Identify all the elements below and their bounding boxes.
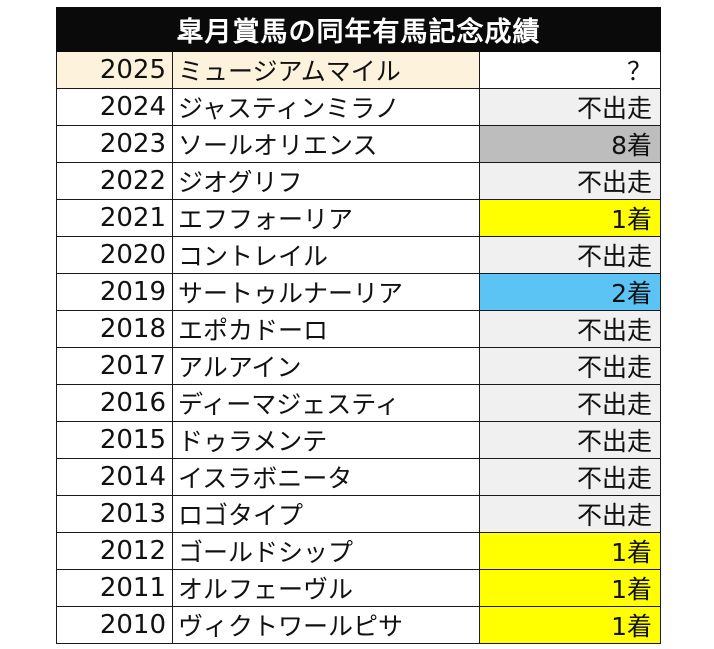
year-cell: 2024 bbox=[56, 88, 173, 126]
year-cell: 2013 bbox=[56, 495, 173, 533]
arima-kinen-result-cell: 不出走 bbox=[478, 347, 662, 385]
table-row: 2023 ソールオリエンス 8着 bbox=[56, 125, 662, 163]
arima-kinen-result-cell: 不出走 bbox=[478, 236, 662, 274]
table-title-row: 皐月賞馬の同年有馬記念成績 bbox=[55, 7, 662, 52]
year-cell: 2015 bbox=[56, 421, 173, 459]
table-row: 2016 ディーマジェスティ 不出走 bbox=[56, 384, 662, 422]
horse-name-cell: ミュージアムマイル bbox=[172, 51, 480, 89]
arima-kinen-result-cell: 8着 bbox=[478, 125, 662, 163]
horse-name-cell: ソールオリエンス bbox=[172, 125, 480, 163]
table-row: 2011 オルフェーヴル 1着 bbox=[56, 569, 662, 607]
table-row: 2014 イスラボニータ 不出走 bbox=[56, 458, 662, 496]
table-row: 2025 ミュージアムマイル？ bbox=[56, 51, 662, 89]
year-cell: 2016 bbox=[56, 384, 173, 422]
table-row: 2010 ヴィクトワールピサ 1着 bbox=[56, 606, 662, 644]
arima-kinen-result-cell: 1着 bbox=[478, 532, 662, 570]
arima-kinen-result-cell: 不出走 bbox=[478, 495, 662, 533]
table-row: 2022 ジオグリフ 不出走 bbox=[56, 162, 662, 200]
arima-kinen-result-cell: 1着 bbox=[478, 606, 662, 644]
table-row: 2012 ゴールドシップ 1着 bbox=[56, 532, 662, 570]
horse-name-cell: ジャスティンミラノ bbox=[172, 88, 480, 126]
table-row: 2019 サートゥルナーリア 2着 bbox=[56, 273, 662, 311]
arima-kinen-result-cell: 不出走 bbox=[478, 458, 662, 496]
arima-kinen-result-cell: 不出走 bbox=[478, 88, 662, 126]
horse-name-cell: エポカドーロ bbox=[172, 310, 480, 348]
year-cell: 2014 bbox=[56, 458, 173, 496]
arima-kinen-result-cell: 不出走 bbox=[478, 421, 662, 459]
horse-name-cell: ヴィクトワールピサ bbox=[172, 606, 480, 644]
table-row: 2017 アルアイン 不出走 bbox=[56, 347, 662, 385]
horse-name-cell: サートゥルナーリア bbox=[172, 273, 480, 311]
horse-name-cell: ドゥラメンテ bbox=[172, 421, 480, 459]
horse-name-cell: ゴールドシップ bbox=[172, 532, 480, 570]
table-row: 2015 ドゥラメンテ 不出走 bbox=[56, 421, 662, 459]
results-table: 皐月賞馬の同年有馬記念成績 2025 ミュージアムマイル？ 2024 ジャスティンミラ… bbox=[55, 7, 662, 644]
arima-kinen-result-cell: 1着 bbox=[478, 199, 662, 237]
year-cell: 2022 bbox=[56, 162, 173, 200]
year-cell: 2011 bbox=[56, 569, 173, 607]
table-row: 2018 エポカドーロ 不出走 bbox=[56, 310, 662, 348]
year-cell: 2019 bbox=[56, 273, 173, 311]
horse-name-cell: ジオグリフ bbox=[172, 162, 480, 200]
arima-kinen-result-cell: 不出走 bbox=[478, 162, 662, 200]
horse-name-cell: エフフォーリア bbox=[172, 199, 480, 237]
year-cell: 2017 bbox=[56, 347, 173, 385]
table-row: 2013 ロゴタイプ 不出走 bbox=[56, 495, 662, 533]
table-row: 2020 コントレイル 不出走 bbox=[56, 236, 662, 274]
year-cell: 2021 bbox=[56, 199, 173, 237]
horse-name-cell: アルアイン bbox=[172, 347, 480, 385]
year-cell: 2023 bbox=[56, 125, 173, 163]
horse-name-cell: ロゴタイプ bbox=[172, 495, 480, 533]
horse-name-cell: イスラボニータ bbox=[172, 458, 480, 496]
year-cell: 2020 bbox=[56, 236, 173, 274]
arima-kinen-result-cell: 2着 bbox=[478, 273, 662, 311]
year-cell: 2010 bbox=[56, 606, 173, 644]
arima-kinen-result-cell: 不出走 bbox=[478, 384, 662, 422]
year-cell: 2018 bbox=[56, 310, 173, 348]
table-body: 2025 ミュージアムマイル？ 2024 ジャスティンミラノ 不出走 2023 ソールオリエ… bbox=[56, 51, 662, 644]
table-row: 2021 エフフォーリア 1着 bbox=[56, 199, 662, 237]
table-title: 皐月賞馬の同年有馬記念成績 bbox=[55, 7, 662, 52]
horse-name-cell: ディーマジェスティ bbox=[172, 384, 480, 422]
year-cell: 2012 bbox=[56, 532, 173, 570]
arima-kinen-result-cell: 不出走 bbox=[478, 310, 662, 348]
horse-name-cell: コントレイル bbox=[172, 236, 480, 274]
horse-name-cell: オルフェーヴル bbox=[172, 569, 480, 607]
year-cell: 2025 bbox=[56, 51, 173, 89]
arima-kinen-result-cell: 1着 bbox=[478, 569, 662, 607]
table-row: 2024 ジャスティンミラノ 不出走 bbox=[56, 88, 662, 126]
arima-kinen-result-cell: ？ bbox=[478, 51, 662, 89]
